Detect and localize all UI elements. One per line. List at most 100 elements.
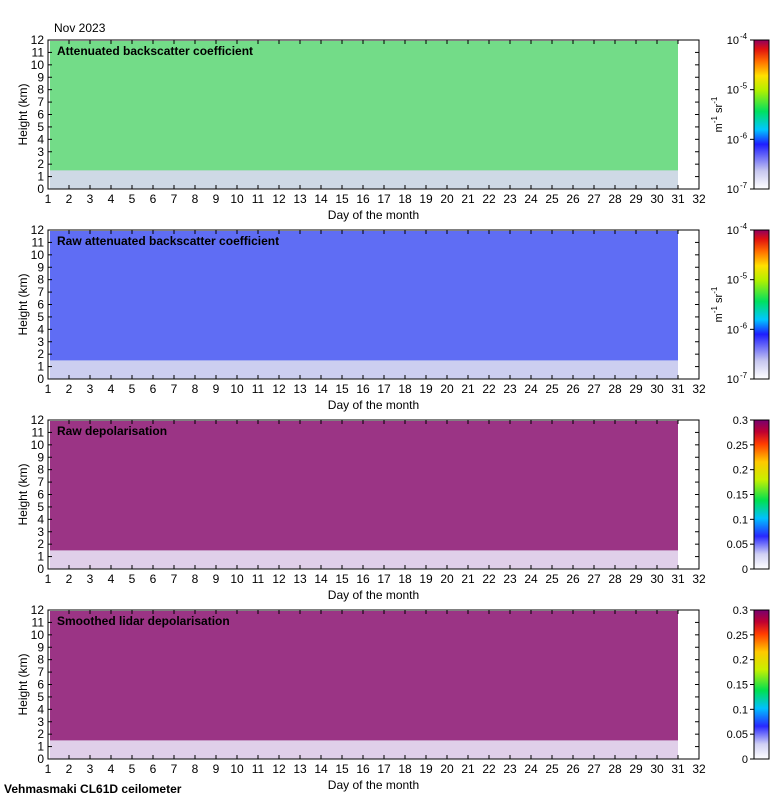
x-tick-label: 13 bbox=[293, 572, 307, 586]
x-tick-label: 21 bbox=[461, 572, 475, 586]
x-tick-label: 32 bbox=[692, 572, 706, 586]
y-axis-label: Height (km) bbox=[16, 83, 30, 145]
x-tick-label: 1 bbox=[45, 192, 52, 206]
x-tick-label: 25 bbox=[545, 572, 559, 586]
y-tick-label: 11 bbox=[32, 615, 45, 629]
y-tick-label: 8 bbox=[37, 463, 44, 477]
colorbar-unit: m-1 sr-1 bbox=[710, 96, 725, 132]
colorbar bbox=[753, 229, 770, 380]
x-tick-label: 17 bbox=[377, 572, 391, 586]
colorbar-tick-label: 0.3 bbox=[733, 605, 748, 617]
y-tick-label: 11 bbox=[32, 45, 45, 59]
x-tick-label: 23 bbox=[503, 762, 517, 776]
x-tick-label: 21 bbox=[461, 382, 475, 396]
boundary-layer bbox=[50, 550, 678, 569]
x-tick-label: 2 bbox=[66, 382, 73, 396]
x-tick-label: 16 bbox=[356, 572, 370, 586]
x-tick-label: 4 bbox=[108, 382, 115, 396]
x-tick-label: 28 bbox=[608, 572, 622, 586]
x-tick-label: 31 bbox=[671, 192, 685, 206]
x-tick-label: 13 bbox=[293, 382, 307, 396]
x-tick-label: 12 bbox=[272, 382, 286, 396]
y-tick-label: 6 bbox=[37, 488, 44, 502]
panel-title: Attenuated backscatter coefficient bbox=[57, 44, 253, 58]
y-tick-label: 1 bbox=[37, 550, 44, 564]
x-tick-label: 20 bbox=[440, 762, 454, 776]
panel-4: Smoothed lidar depolarisation01234567891… bbox=[16, 603, 770, 792]
x-tick-label: 22 bbox=[482, 192, 496, 206]
y-tick-label: 3 bbox=[37, 525, 44, 539]
colorbar-tick-label: 0.3 bbox=[733, 415, 748, 427]
month-label: Nov 2023 bbox=[54, 21, 106, 35]
x-tick-label: 10 bbox=[230, 572, 244, 586]
x-tick-label: 16 bbox=[356, 762, 370, 776]
x-tick-label: 3 bbox=[87, 572, 94, 586]
footer-label: Vehmasmaki CL61D ceilometer bbox=[4, 782, 182, 796]
y-tick-label: 11 bbox=[32, 425, 45, 439]
x-tick-label: 28 bbox=[608, 192, 622, 206]
x-tick-label: 15 bbox=[335, 382, 349, 396]
x-tick-label: 6 bbox=[150, 572, 157, 586]
y-tick-label: 4 bbox=[37, 702, 44, 716]
x-tick-label: 1 bbox=[45, 572, 52, 586]
x-tick-label: 17 bbox=[377, 382, 391, 396]
y-tick-label: 4 bbox=[37, 132, 44, 146]
y-tick-label: 7 bbox=[37, 95, 44, 109]
x-tick-label: 14 bbox=[314, 382, 328, 396]
y-tick-label: 12 bbox=[31, 223, 45, 237]
x-tick-label: 23 bbox=[503, 382, 517, 396]
x-tick-label: 11 bbox=[252, 192, 265, 206]
x-tick-label: 26 bbox=[566, 572, 580, 586]
x-tick-label: 32 bbox=[692, 382, 706, 396]
x-tick-label: 30 bbox=[650, 192, 664, 206]
x-tick-label: 19 bbox=[419, 762, 433, 776]
x-tick-label: 15 bbox=[335, 762, 349, 776]
colorbar-tick-exponent: -7 bbox=[740, 181, 748, 190]
x-tick-label: 22 bbox=[482, 382, 496, 396]
y-tick-label: 12 bbox=[31, 603, 45, 617]
x-tick-label: 20 bbox=[440, 572, 454, 586]
x-tick-label: 16 bbox=[356, 192, 370, 206]
y-tick-label: 10 bbox=[31, 58, 45, 72]
colorbar-tick-exponent: -6 bbox=[740, 321, 748, 330]
x-tick-label: 8 bbox=[192, 382, 199, 396]
colorbar-tick-exponent: -4 bbox=[740, 222, 748, 231]
y-tick-label: 2 bbox=[37, 727, 44, 741]
x-tick-label: 27 bbox=[587, 762, 601, 776]
panel-2: Raw attenuated backscatter coefficient01… bbox=[16, 222, 770, 412]
x-tick-label: 18 bbox=[398, 192, 412, 206]
y-tick-label: 8 bbox=[37, 273, 44, 287]
x-tick-label: 3 bbox=[87, 382, 94, 396]
x-tick-label: 30 bbox=[650, 382, 664, 396]
x-tick-label: 29 bbox=[629, 762, 643, 776]
x-tick-label: 17 bbox=[377, 762, 391, 776]
x-tick-label: 4 bbox=[108, 572, 115, 586]
x-tick-label: 4 bbox=[108, 192, 115, 206]
x-tick-label: 5 bbox=[129, 572, 136, 586]
x-tick-label: 26 bbox=[566, 762, 580, 776]
x-tick-label: 24 bbox=[524, 572, 538, 586]
x-tick-label: 10 bbox=[230, 762, 244, 776]
colorbar-tick-label: 0.05 bbox=[727, 729, 748, 741]
x-tick-label: 32 bbox=[692, 762, 706, 776]
y-tick-label: 1 bbox=[37, 740, 44, 754]
x-tick-label: 19 bbox=[419, 192, 433, 206]
y-tick-label: 7 bbox=[37, 475, 44, 489]
colorbar bbox=[753, 609, 770, 760]
x-tick-label: 16 bbox=[356, 382, 370, 396]
x-tick-label: 25 bbox=[545, 382, 559, 396]
x-tick-label: 1 bbox=[45, 382, 52, 396]
y-tick-label: 1 bbox=[37, 360, 44, 374]
x-tick-label: 26 bbox=[566, 382, 580, 396]
x-tick-label: 13 bbox=[293, 192, 307, 206]
x-tick-label: 11 bbox=[252, 762, 265, 776]
x-tick-label: 27 bbox=[587, 572, 601, 586]
data-field bbox=[50, 421, 678, 569]
x-axis-label: Day of the month bbox=[328, 398, 419, 412]
x-tick-label: 7 bbox=[171, 572, 178, 586]
x-tick-label: 14 bbox=[314, 572, 328, 586]
x-tick-label: 7 bbox=[171, 192, 178, 206]
x-tick-label: 18 bbox=[398, 572, 412, 586]
x-tick-label: 5 bbox=[129, 382, 136, 396]
panel-title: Smoothed lidar depolarisation bbox=[57, 614, 230, 628]
